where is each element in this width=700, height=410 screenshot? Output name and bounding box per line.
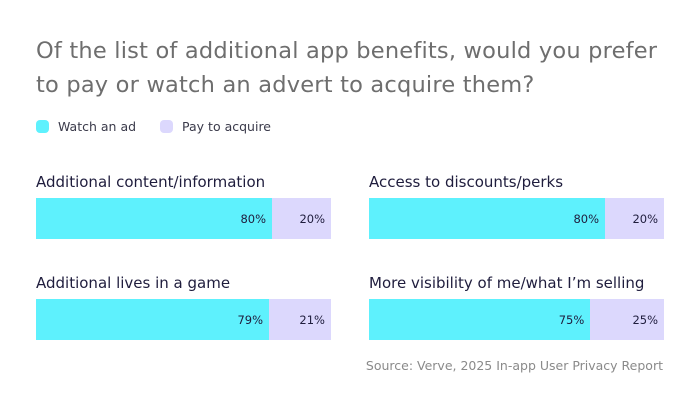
bar-group: Additional lives in a game 79% 21% [36,273,331,340]
category-label: Additional lives in a game [36,274,231,292]
category-label: Additional content/information [36,173,266,191]
data-label: 80% [240,211,266,226]
data-label: 75% [558,312,585,327]
bar-pay: 20% [605,198,664,239]
legend-item-pay: Pay to acquire [160,119,271,134]
legend-swatch-pay [160,120,174,133]
bar-watch-ad: 80% [36,198,272,239]
stacked-bar: 80% 20% [36,198,331,239]
data-label: 25% [632,312,658,327]
data-label: 21% [299,312,325,327]
stacked-bar: 79% 21% [36,299,331,340]
data-label: 20% [632,211,658,226]
legend-label: Pay to acquire [182,119,271,134]
bar-group: More visibility of me/what I’m selling 75… [369,273,664,340]
category-label: More visibility of me/what I’m selling [369,274,645,292]
bar-pay: 21% [269,299,331,340]
bar-pay: 25% [590,299,664,340]
bar-watch-ad: 80% [369,198,605,239]
stacked-bar: 75% 25% [369,299,664,340]
source-note: Source: Verve, 2025 In-app User Privacy … [365,358,663,373]
bar-group: Additional content/information 80% 20% [36,172,331,239]
data-label: 20% [299,211,325,226]
legend-swatch-watch [36,120,49,133]
data-label: 80% [573,211,599,226]
legend: Watch an ad Pay to acquire [36,119,271,134]
legend-label: Watch an ad [58,119,137,134]
bar-watch-ad: 79% [36,299,270,340]
category-label: Access to discounts/perks [369,173,564,191]
data-label: 79% [237,312,264,327]
stacked-bar: 80% 20% [369,198,664,239]
chart-title: Of the list of additional app benefits, … [36,38,658,98]
bar-pay: 20% [272,198,331,239]
bar-watch-ad: 75% [369,299,591,340]
legend-item-watch: Watch an ad [36,119,136,134]
bar-group: Access to discounts/perks 80% 20% [369,172,664,239]
